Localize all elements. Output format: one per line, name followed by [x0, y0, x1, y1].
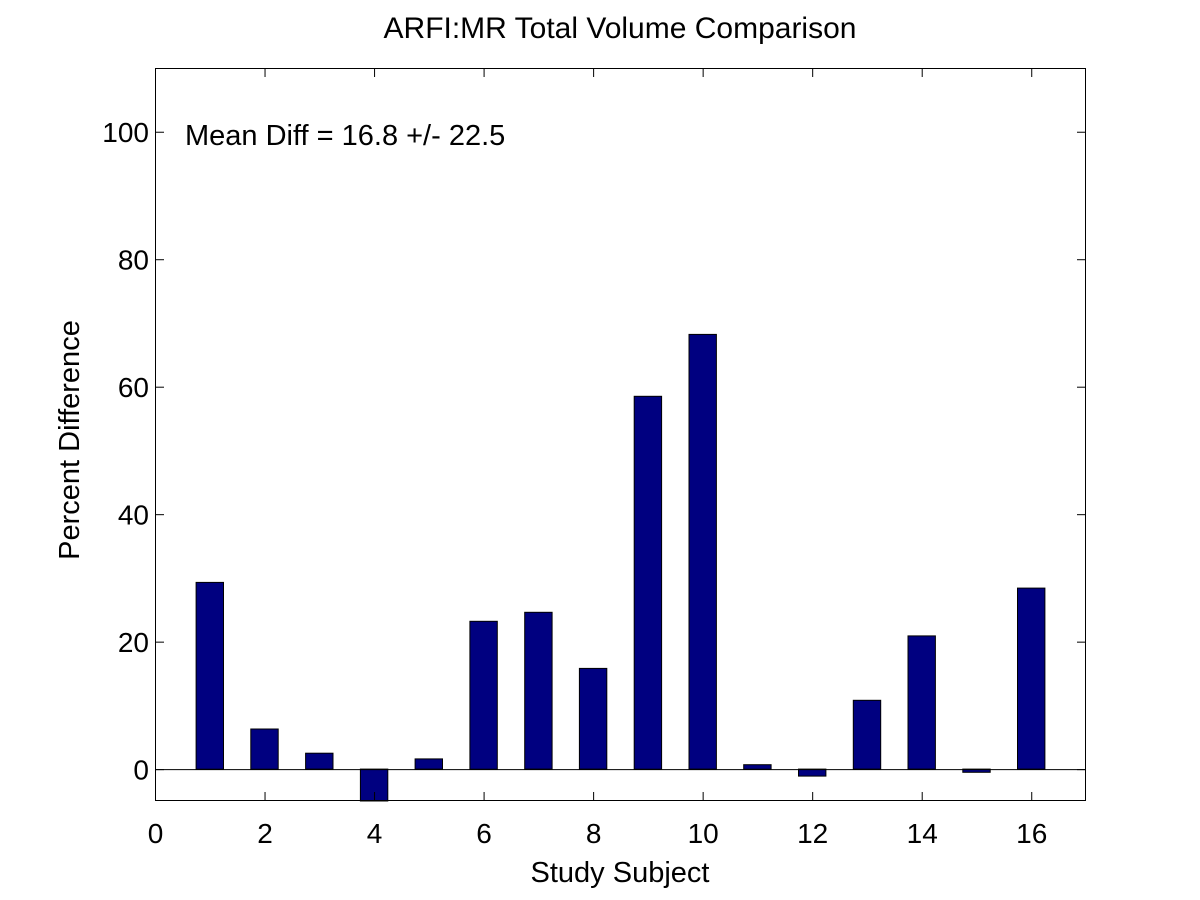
bars-group: [195, 333, 1046, 802]
x-tick-label: 8: [586, 818, 602, 849]
x-axis-label: Study Subject: [531, 857, 710, 889]
bar-subject-12: [798, 768, 827, 777]
bar-subject-13: [852, 699, 882, 770]
bar-subject-2: [250, 728, 279, 770]
bar-subject-5: [414, 758, 444, 770]
ticks-group: 0 2 4 6 8 10 12 14 16 0 20 40 60 80 100: [102, 68, 1086, 849]
x-tick-label: 14: [907, 818, 938, 849]
bar-subject-7: [524, 611, 553, 770]
mean-diff-annotation: Mean Diff = 16.8 +/- 22.5: [185, 120, 505, 152]
y-tick-label: 20: [118, 627, 149, 658]
chart-title: ARFI:MR Total Volume Comparison: [384, 12, 857, 45]
y-tick-label: 40: [118, 500, 149, 531]
bar-subject-16: [1017, 587, 1046, 770]
bar-subject-3: [305, 752, 334, 770]
plot-frame: [155, 68, 1086, 801]
x-tick-label: 2: [257, 818, 273, 849]
bar-subject-10: [688, 333, 717, 770]
y-tick-label: 0: [133, 755, 149, 786]
y-tick-label: 60: [118, 372, 149, 403]
x-tick-label: 0: [148, 818, 164, 849]
bar-subject-14: [907, 635, 936, 770]
bar-subject-15: [962, 768, 991, 773]
x-tick-label: 10: [688, 818, 719, 849]
y-axis-label: Percent Difference: [54, 320, 86, 560]
x-tick-label: 12: [797, 818, 828, 849]
bar-subject-11: [743, 764, 772, 770]
y-tick-label: 80: [118, 245, 149, 276]
bar-subject-6: [469, 620, 498, 770]
bar-subject-1: [195, 581, 225, 770]
bar-subject-8: [578, 667, 608, 770]
x-tick-label: 6: [476, 818, 492, 849]
y-tick-label: 100: [102, 117, 149, 148]
x-tick-label: 4: [367, 818, 383, 849]
bar-subject-9: [633, 395, 663, 770]
x-tick-label: 16: [1016, 818, 1047, 849]
